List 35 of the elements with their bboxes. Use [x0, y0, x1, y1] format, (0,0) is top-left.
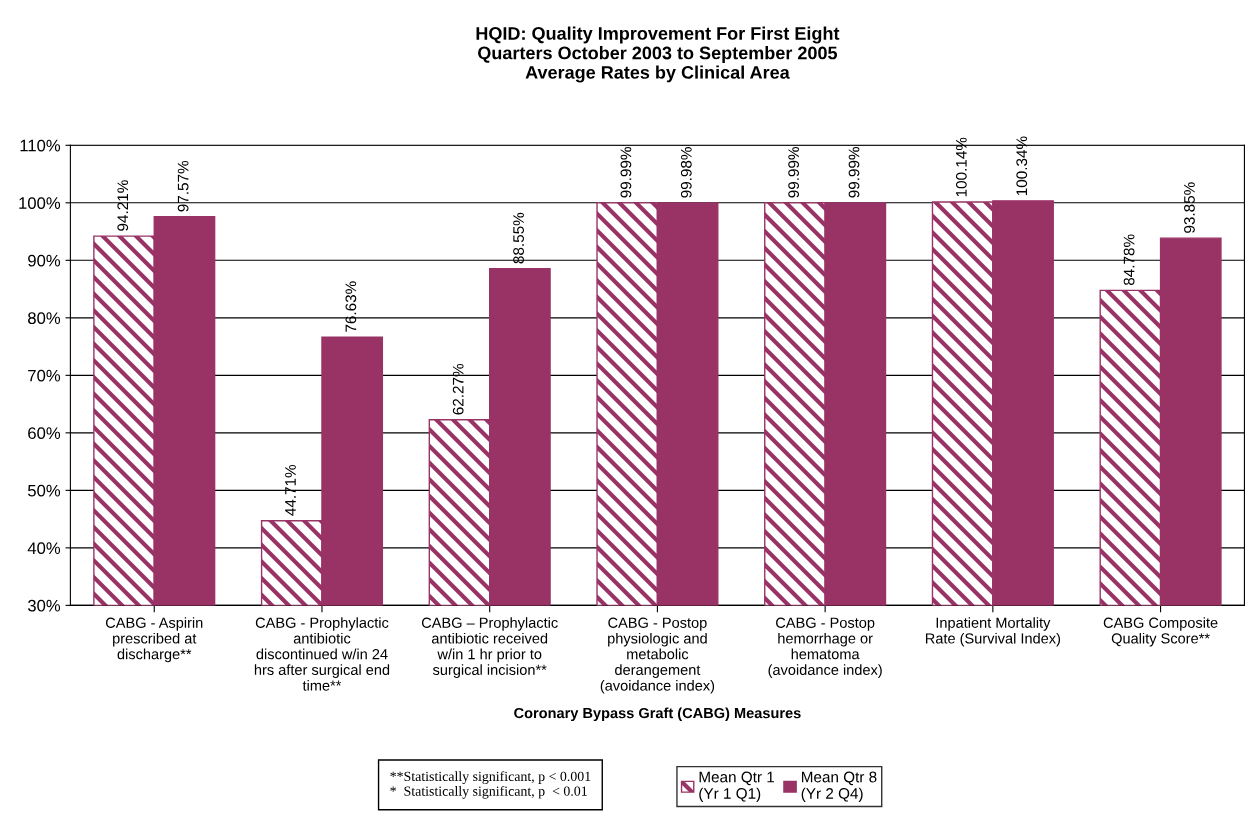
data-label: 88.55%	[513, 212, 524, 264]
data-label: 44.71%	[285, 464, 296, 516]
y-tick-label: 50%	[27, 484, 61, 497]
legend-label: Mean Qtr 1 (Yr 1 Q1)	[699, 771, 775, 802]
data-label: 76.63%	[345, 281, 357, 332]
data-label: 93.85%	[1184, 182, 1195, 233]
x-axis-title: Coronary Bypass Graft (CABG) Measures	[514, 707, 801, 722]
x-tick-label: CABG - Postop physiologic and metabolic derangement (avoidance index)	[600, 617, 715, 694]
y-tick-label: 90%	[28, 254, 61, 267]
y-tick-label: 30%	[27, 599, 61, 612]
text: **Statistically significant, p < 0.001 * Statistically significant, p < 0.01	[390, 771, 591, 799]
x-tick-label: CABG – Prophylactic antibiotic received w/in 1 hr prior to surgical incision**	[421, 617, 558, 678]
y-tick-label: 60%	[28, 427, 61, 440]
x-tick-label: Inpatient Mortality Rate (Survival Index)	[925, 617, 1061, 647]
y-tick-label: 80%	[28, 312, 61, 325]
data-label: 99.99%	[788, 146, 800, 198]
data-label: 99.98%	[680, 147, 692, 198]
legend-label: Mean Qtr 8 (Yr 2 Q4)	[801, 771, 877, 802]
data-label: 94.21%	[117, 180, 129, 231]
x-tick-label: CABG Composite Quality Score**	[1103, 617, 1218, 647]
chart-title: HQID: Quality Improvement For First Eight Quarters October 2003 to September 2005 Average Rates by Clinical Area	[476, 26, 840, 83]
data-label: 100.14%	[955, 137, 967, 197]
y-tick-label: 40%	[27, 542, 61, 555]
data-label: 84.78%	[1123, 234, 1135, 286]
x-tick-label: CABG - Prophylactic antibiotic discontinued w/in 24 hrs after surgical end time**	[254, 617, 390, 691]
y-tick-label: 100%	[19, 197, 61, 209]
y-tick-label: 70%	[28, 369, 61, 382]
data-label: 99.99%	[848, 146, 860, 198]
data-label: 100.34%	[1016, 136, 1028, 196]
y-tick-label: 110%	[20, 139, 61, 152]
data-label: 99.99%	[620, 146, 632, 198]
x-tick-label: CABG - Postop hemorrhage or hematoma (avoidance index)	[768, 617, 882, 678]
data-label: 62.27%	[452, 363, 464, 415]
x-tick-label: CABG - Aspirin prescribed at discharge**	[105, 617, 203, 663]
data-label: 97.57%	[177, 160, 189, 212]
